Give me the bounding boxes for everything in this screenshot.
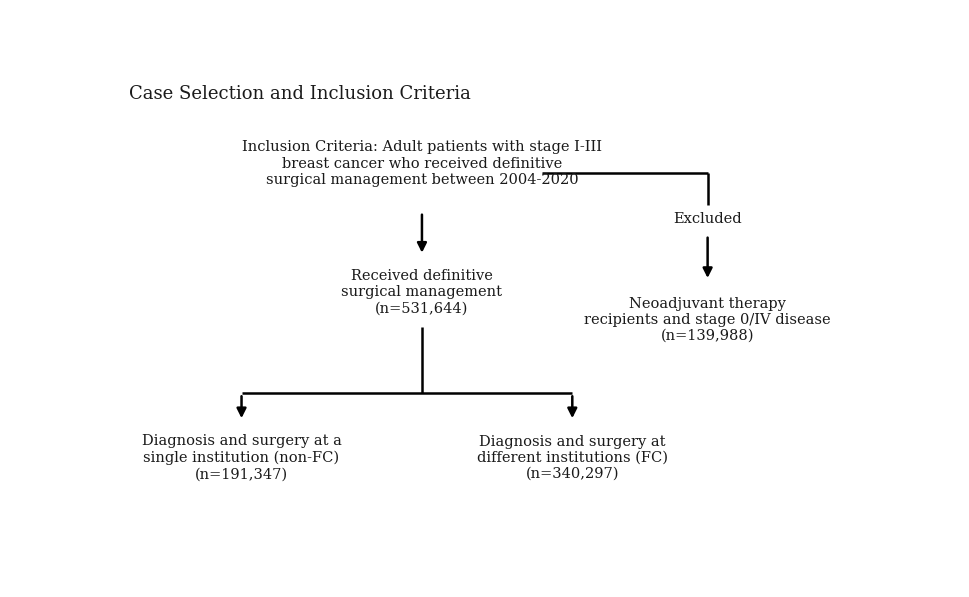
Text: Case Selection and Inclusion Criteria: Case Selection and Inclusion Criteria — [129, 85, 470, 103]
Text: Excluded: Excluded — [672, 212, 741, 226]
Text: Neoadjuvant therapy
recipients and stage 0/IV disease
(n=139,988): Neoadjuvant therapy recipients and stage… — [583, 297, 830, 343]
Text: Inclusion Criteria: Adult patients with stage I-III
breast cancer who received d: Inclusion Criteria: Adult patients with … — [241, 140, 602, 187]
Text: Received definitive
surgical management
(n=531,644): Received definitive surgical management … — [341, 269, 502, 315]
Text: Diagnosis and surgery at a
single institution (non-FC)
(n=191,347): Diagnosis and surgery at a single instit… — [141, 435, 341, 481]
Text: Diagnosis and surgery at
different institutions (FC)
(n=340,297): Diagnosis and surgery at different insti… — [477, 435, 667, 481]
